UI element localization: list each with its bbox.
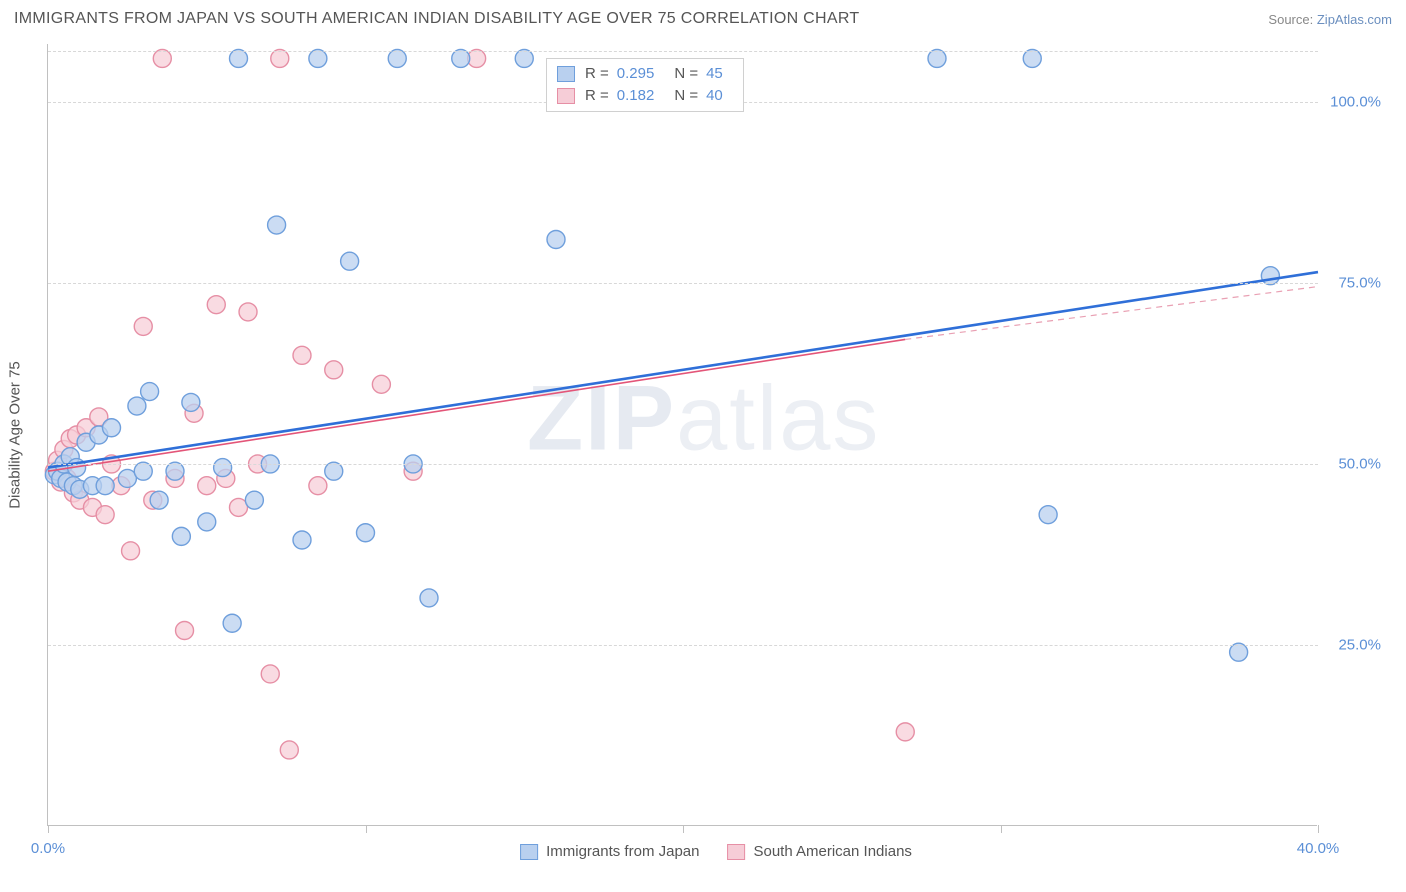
data-point (122, 542, 140, 560)
plot-area: ZIPatlas 25.0%50.0%75.0%100.0%0.0%40.0% … (47, 44, 1317, 826)
data-point (309, 477, 327, 495)
gridline (48, 51, 1318, 52)
title-bar: IMMIGRANTS FROM JAPAN VS SOUTH AMERICAN … (0, 0, 1406, 32)
x-tick (48, 825, 49, 833)
data-point (341, 252, 359, 270)
data-point (96, 477, 114, 495)
data-point (141, 383, 159, 401)
trend-line (48, 339, 905, 471)
y-tick-label: 75.0% (1321, 274, 1381, 291)
legend-item-sai: South American Indians (727, 843, 911, 860)
data-point (172, 527, 190, 545)
source-attribution: Source: ZipAtlas.com (1268, 12, 1392, 27)
data-point (280, 741, 298, 759)
data-point (214, 459, 232, 477)
n-value: 40 (706, 85, 723, 107)
data-point (357, 524, 375, 542)
r-value: 0.295 (617, 63, 655, 85)
data-point (96, 506, 114, 524)
legend-bottom: Immigrants from Japan South American Ind… (520, 843, 912, 860)
x-tick-label: 40.0% (1297, 840, 1340, 857)
swatch-icon (557, 88, 575, 104)
chart-container: Disability Age Over 75 ZIPatlas 25.0%50.… (47, 44, 1385, 826)
gridline (48, 464, 1318, 465)
swatch-icon (557, 66, 575, 82)
legend-item-japan: Immigrants from Japan (520, 843, 699, 860)
gridline (48, 645, 1318, 646)
source-link[interactable]: ZipAtlas.com (1317, 12, 1392, 27)
data-point (896, 723, 914, 741)
data-point (134, 317, 152, 335)
data-point (325, 361, 343, 379)
data-point (293, 531, 311, 549)
data-point (239, 303, 257, 321)
n-value: 45 (706, 63, 723, 85)
gridline (48, 283, 1318, 284)
n-label: N = (674, 63, 698, 85)
data-point (150, 491, 168, 509)
source-label: Source: (1268, 12, 1313, 27)
data-point (207, 296, 225, 314)
r-label: R = (585, 85, 609, 107)
data-point (128, 397, 146, 415)
swatch-japan-icon (520, 844, 538, 860)
legend-label-sai: South American Indians (753, 843, 911, 860)
legend-stats-row: R = 0.182 N = 40 (557, 85, 733, 107)
data-point (103, 419, 121, 437)
data-point (198, 513, 216, 531)
data-point (223, 614, 241, 632)
data-point (176, 622, 194, 640)
legend-stats: R = 0.295 N = 45 R = 0.182 N = 40 (546, 58, 744, 112)
scatter-svg (48, 44, 1318, 826)
data-point (182, 393, 200, 411)
y-tick-label: 25.0% (1321, 636, 1381, 653)
chart-title: IMMIGRANTS FROM JAPAN VS SOUTH AMERICAN … (14, 10, 860, 28)
n-label: N = (674, 85, 698, 107)
y-axis-title: Disability Age Over 75 (7, 361, 24, 509)
r-label: R = (585, 63, 609, 85)
data-point (198, 477, 216, 495)
y-tick-label: 50.0% (1321, 455, 1381, 472)
x-tick (366, 825, 367, 833)
data-point (420, 589, 438, 607)
x-tick (683, 825, 684, 833)
r-value: 0.182 (617, 85, 655, 107)
x-tick (1001, 825, 1002, 833)
swatch-sai-icon (727, 844, 745, 860)
legend-stats-row: R = 0.295 N = 45 (557, 63, 733, 85)
data-point (372, 375, 390, 393)
data-point (261, 665, 279, 683)
data-point (245, 491, 263, 509)
data-point (1039, 506, 1057, 524)
trend-line (48, 272, 1318, 468)
trend-line (905, 287, 1318, 340)
legend-label-japan: Immigrants from Japan (546, 843, 699, 860)
data-point (293, 346, 311, 364)
x-tick-label: 0.0% (31, 840, 65, 857)
data-point (268, 216, 286, 234)
data-point (547, 231, 565, 249)
x-tick (1318, 825, 1319, 833)
y-tick-label: 100.0% (1321, 93, 1381, 110)
